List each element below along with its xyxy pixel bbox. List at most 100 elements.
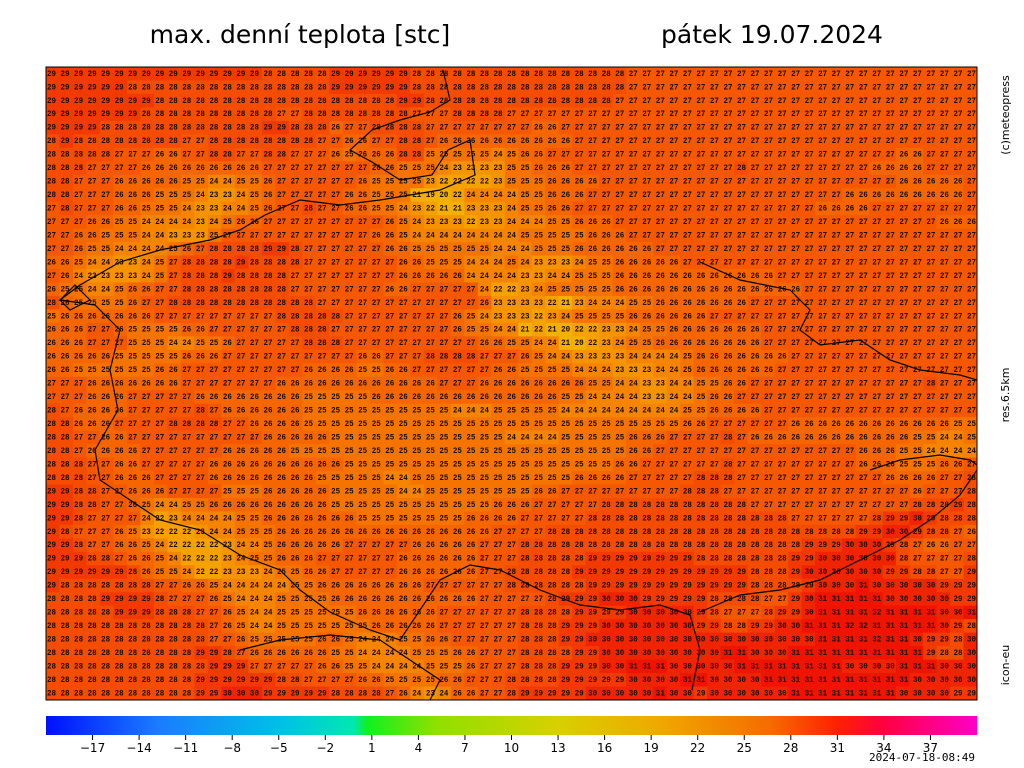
temperature-cell [653,80,668,95]
temperature-cell [653,578,668,593]
temperature-cell [680,93,695,109]
temperature-cell [801,524,816,539]
temperature-cell [518,376,533,391]
temperature-cell [180,457,196,472]
temperature-cell [410,673,425,688]
temperature-cell [774,67,789,82]
temperature-cell [531,565,546,580]
temperature-cell [693,497,708,513]
temperature-cell [86,201,101,216]
temperature-cell [356,174,371,189]
temperature-row: 26 26 25 25 25 25 25 25 26 26 27 27 27 2… [47,366,976,375]
temperature-cell [558,147,573,162]
temperature-cell [396,255,411,270]
temperature-cell [72,444,88,459]
temperature-cell [734,565,749,580]
temperature-cell [720,619,735,634]
temperature-cell [923,120,938,135]
temperature-cell [59,646,74,661]
temperature-cell [599,336,614,351]
temperature-cell [329,215,344,230]
temperature-cell [801,134,816,149]
temperature-cell [788,376,803,391]
temperature-cell [923,484,938,499]
temperature-cell [828,444,843,459]
temperature-cell [882,269,897,284]
temperature-cell [788,363,803,378]
temperature-cell [558,646,573,661]
temperature-cell [383,592,398,607]
temperature-cell [531,524,546,539]
temperature-cell [950,147,965,162]
temperature-cell [477,120,492,135]
temperature-cell [46,457,61,472]
temperature-cell [855,147,870,162]
temperature-row: 29 29 29 29 29 29 29 29 29 29 29 29 29 2… [47,70,976,79]
temperature-cell [477,390,492,405]
temperature-cell [531,511,546,526]
temperature-cell [99,188,115,203]
temperature-cell [410,120,425,135]
temperature-cell [423,524,438,539]
temperature-cell [612,67,627,82]
resolution-label: res.6.5km [999,368,1012,423]
temperature-cell [396,403,411,418]
temperature-cell [140,484,155,499]
temperature-cell [477,619,492,634]
temperature-cell [639,188,654,203]
temperature-cell [248,295,263,311]
temperature-cell [329,67,344,82]
temperature-cell [464,619,479,634]
temperature-row: 25 26 26 26 26 26 26 26 27 27 27 27 27 2… [47,312,976,321]
temperature-cell [923,551,938,566]
temperature-cell [140,255,155,270]
temperature-cell [86,255,101,270]
temperature-cell [248,632,263,647]
temperature-cell [734,134,749,149]
temperature-cell [896,471,911,486]
temperature-cell [248,228,263,243]
temperature-cell [680,107,695,122]
temperature-cell [923,565,938,580]
temperature-cell [450,161,465,176]
temperature-cell [815,686,830,700]
temperature-cell [302,295,317,311]
temperature-cell [896,242,911,257]
temperature-cell [653,619,668,634]
temperature-cell [815,390,830,405]
temperature-cell [936,551,951,566]
temperature-cell [491,457,506,472]
temperature-cell [801,255,816,270]
temperature-cell [113,188,128,203]
temperature-cell [180,471,196,486]
temperature-cell [356,551,371,566]
temperature-cell [369,349,384,364]
temperature-cell [572,659,587,674]
temperature-cell [545,497,560,513]
temperature-cell [410,336,425,351]
temperature-cell [126,376,142,391]
temperature-cell [153,295,169,311]
temperature-cell [261,147,276,162]
temperature-cell [167,174,182,189]
temperature-cell [423,174,438,189]
temperature-cell [396,269,411,284]
temperature-cell [167,336,182,351]
temperature-cell [315,565,330,580]
temperature-cell [761,174,776,189]
temperature-cell [680,188,695,203]
temperature-cell [383,673,398,688]
temperature-cell [518,605,533,620]
temperature-cell [167,605,182,620]
temperature-cell [342,444,357,459]
temperature-cell [545,161,560,176]
temperature-cell [950,471,965,486]
temperature-cell [234,619,249,634]
temperature-cell [936,161,951,176]
colorbar-tick-label: 19 [644,741,659,755]
temperature-cell [194,161,209,176]
temperature-cell [153,322,169,337]
temperature-cell [842,484,857,499]
temperature-cell [788,107,803,122]
temperature-cell [450,605,465,620]
